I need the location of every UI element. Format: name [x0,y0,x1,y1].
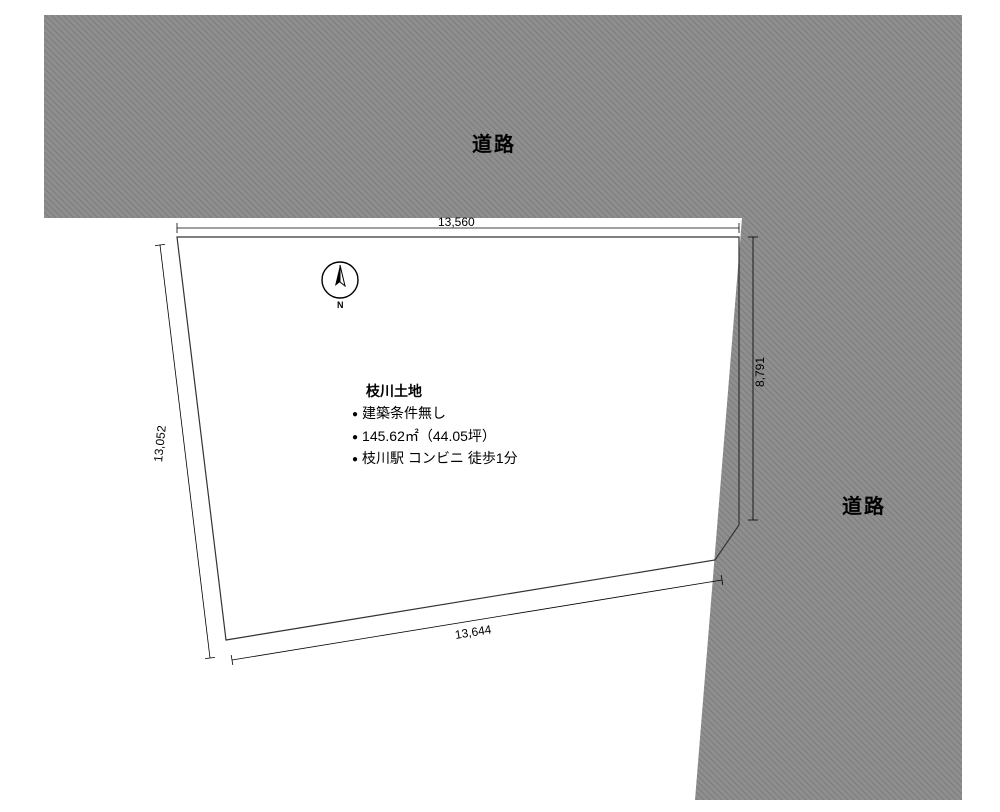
property-line-2: 145.62㎡（44.05坪） [352,425,518,447]
road-label-top: 道路 [472,128,516,157]
property-info: 枝川土地 建築条件無し 145.62㎡（44.05坪） 枝川駅 コンビニ 徒歩1… [352,380,518,470]
dimension-top: 13,560 [438,215,475,229]
road-label-right: 道路 [842,490,886,519]
plot-diagram: 道路 道路 13,560 13,052 8,791 13,644 枝川土地 建築… [0,0,1000,812]
compass-n-label: N [337,300,344,310]
property-line-3: 枝川駅 コンビニ 徒歩1分 [352,447,518,469]
compass-icon [322,262,358,298]
property-line-1: 建築条件無し [352,402,518,424]
dimension-right: 8,791 [753,357,767,387]
road-top [44,15,962,218]
property-title: 枝川土地 [352,380,518,402]
road-right [695,218,962,800]
